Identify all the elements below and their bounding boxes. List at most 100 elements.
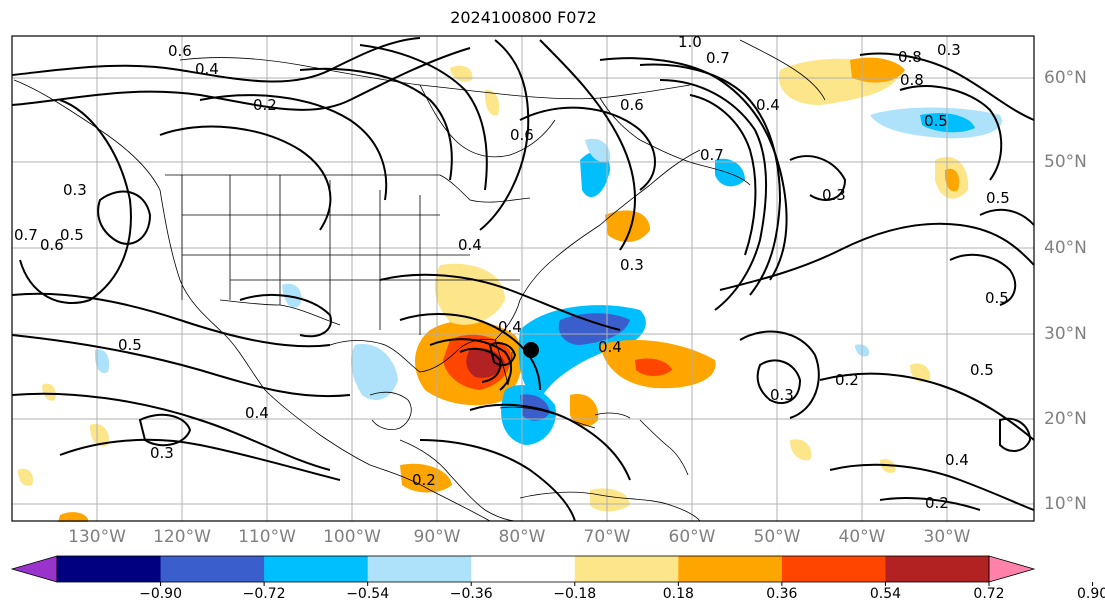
shade-light-southeast	[434, 263, 505, 325]
contour-label: 0.3	[63, 181, 87, 199]
colorbar-frame	[56, 555, 990, 583]
lon-label: 50°W	[753, 527, 801, 547]
chart-title: 2024100800 F072	[450, 8, 597, 27]
shade-colder-atlantic	[558, 313, 630, 345]
shade-small-11	[42, 383, 56, 401]
contour-label: 0.4	[498, 318, 522, 336]
contour-label: 0.4	[245, 404, 269, 422]
lat-label: 20°N	[1044, 409, 1087, 429]
shade-small-2	[484, 89, 500, 116]
colorbar-tick-label: 0.90	[1076, 586, 1105, 602]
contour-label: 0.7	[700, 146, 724, 164]
cyclone-center	[523, 342, 539, 358]
shade-hot-midatl	[635, 358, 672, 376]
colorbar	[10, 555, 1094, 586]
colorbar-tick-label: −0.90	[139, 586, 182, 602]
shade-warm-centralam	[400, 463, 452, 493]
lat-label: 50°N	[1044, 152, 1087, 172]
shade-warm-northeast	[605, 210, 650, 242]
contour-label: 0.5	[970, 361, 994, 379]
colorbar-bin	[885, 556, 990, 582]
colorbar-arrow-min	[10, 555, 58, 583]
coast-gulf	[329, 149, 701, 373]
shade-small-4	[94, 349, 110, 374]
contours	[11, 37, 1035, 522]
contour-label: 0.5	[924, 112, 948, 130]
shade-lightblue-maine	[585, 138, 611, 162]
lon-label: 80°W	[498, 527, 546, 547]
coast-florida	[494, 339, 513, 386]
coast-greenland	[739, 39, 826, 101]
colorbar-bin	[264, 556, 369, 582]
shade-small-6	[910, 363, 931, 382]
contour-label: 0.7	[14, 226, 38, 244]
contour-label: 0.3	[620, 256, 644, 274]
lat-label: 30°N	[1044, 324, 1087, 344]
contour-label: 0.3	[150, 444, 174, 462]
contour-label: 0.8	[898, 48, 922, 66]
colorbar-tick-label: 0.36	[766, 586, 798, 602]
shading-layer	[18, 57, 1002, 522]
lon-label: 90°W	[413, 527, 461, 547]
coast-yucatan	[369, 391, 412, 430]
shade-light-southamerica	[590, 488, 630, 512]
colorbar-bin	[781, 556, 886, 582]
coast-hispaniola	[594, 412, 631, 419]
colorbar-bin	[57, 556, 162, 582]
colorbar-tick-label: −0.36	[449, 586, 493, 602]
coast-hudson	[419, 84, 556, 158]
contour-label: 0.6	[40, 236, 64, 254]
colorbar-arrow-max	[988, 555, 1036, 583]
contour-label: 0.6	[620, 96, 644, 114]
lon-label: 120°W	[153, 527, 211, 547]
colorbar-tick-label: 0.54	[869, 586, 902, 602]
colorbar-tick-label: −0.54	[346, 586, 390, 602]
colorbar-bin	[367, 556, 472, 582]
contour-label: 0.4	[598, 338, 622, 356]
lon-label: 110°W	[238, 527, 296, 547]
shade-warm-pr	[570, 394, 599, 427]
shade-small-5	[90, 423, 109, 447]
shade-orange-greenland	[850, 57, 905, 83]
coast-west-north-america	[13, 79, 491, 522]
contour-label: 0.6	[510, 126, 534, 144]
border-us-canada	[165, 174, 531, 203]
contour-label: 1.0	[678, 33, 702, 51]
lon-label: 60°W	[668, 527, 716, 547]
colorbar-tick-label: −0.18	[553, 586, 597, 602]
contour-label: 0.3	[937, 41, 961, 59]
shade-small-7	[790, 439, 812, 461]
coast-caribbean-islands	[639, 419, 689, 476]
contour-label: 0.5	[118, 336, 142, 354]
lon-label: 100°W	[323, 527, 381, 547]
shade-small-10	[18, 468, 34, 486]
colorbar-bin	[471, 556, 576, 582]
lat-label: 10°N	[1044, 494, 1087, 514]
states-1	[181, 175, 421, 335]
coast-centralam	[399, 439, 516, 522]
colorbar-tick-label: 0.72	[973, 586, 1005, 602]
contour-label: 0.5	[986, 189, 1010, 207]
contour-label: 0.3	[770, 386, 794, 404]
shade-light-mexico	[350, 344, 398, 400]
contour-label: 0.8	[900, 71, 924, 89]
contour-label: 0.3	[822, 186, 846, 204]
coast-labrador	[599, 97, 751, 186]
coastlines	[13, 39, 826, 522]
contour-label: 0.5	[985, 289, 1009, 307]
lon-label: 30°W	[923, 527, 971, 547]
map-frame	[11, 35, 1035, 522]
colorbar-tick-label: 0.18	[662, 586, 694, 602]
lon-label: 130°W	[68, 527, 126, 547]
coast-canada-north	[179, 57, 691, 100]
shade-small-9	[58, 512, 89, 522]
lon-label: 70°W	[583, 527, 631, 547]
shade-orange-eastatl	[944, 168, 960, 192]
shade-cold-maine	[580, 151, 610, 198]
contour-label: 0.2	[412, 471, 436, 489]
shade-small-3	[282, 283, 302, 308]
shade-cold-newfoundland	[715, 158, 745, 187]
lat-label: 60°N	[1044, 68, 1087, 88]
colorbar-bin	[574, 556, 679, 582]
